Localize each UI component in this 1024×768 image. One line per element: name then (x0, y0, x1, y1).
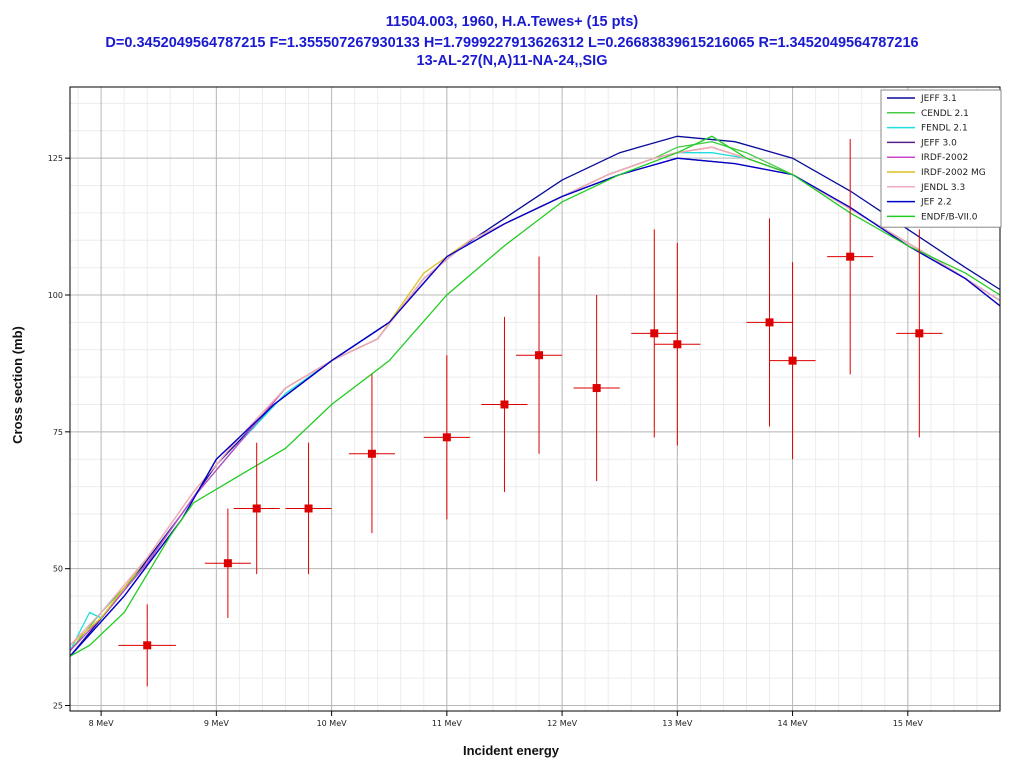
legend-label: FENDL 2.1 (921, 124, 968, 134)
y-axis-label: Cross section (mb) (10, 326, 25, 444)
x-tick-label: 8 MeV (89, 719, 114, 728)
x-tick-label: 15 MeV (893, 719, 924, 728)
legend-label: ENDF/B-VII.0 (921, 212, 978, 222)
exp-data-point (143, 641, 152, 650)
legend-label: CENDL 2.1 (921, 109, 969, 119)
plot-frame (69, 86, 1001, 712)
series-lines (69, 135, 1001, 657)
legend-label: IRDF-2002 (921, 153, 968, 163)
exp-data-point (915, 329, 924, 338)
chart-subtitle: D=0.3452049564787215 F=1.355507267930133… (105, 35, 919, 51)
x-tick-label: 13 MeV (662, 719, 693, 728)
exp-data-point (535, 351, 544, 360)
chart-reaction-label: 13-AL-27(N,A)11-NA-24,,SIG (416, 53, 608, 69)
exp-data-point (673, 340, 682, 349)
x-tick-label: 9 MeV (204, 719, 229, 728)
y-tick-label: 75 (53, 428, 63, 437)
series-line-jeff-3-0 (69, 157, 1001, 657)
legend-label: JEFF 3.1 (920, 94, 957, 104)
series-line-endf-b-vii-0 (69, 135, 1001, 657)
y-tick-label: 100 (48, 291, 63, 300)
legend-label: JEF 2.2 (920, 198, 952, 208)
x-tick-label: 11 MeV (432, 719, 463, 728)
x-tick-label: 10 MeV (317, 719, 348, 728)
series-line-fendl-2-1 (69, 152, 1001, 652)
axes: 8 MeV 9 MeV 10 MeV 11 MeV 12 MeV 13 MeV 14 MeV… (48, 154, 924, 728)
exp-data-point (846, 252, 855, 261)
exp-data-point (252, 504, 261, 513)
x-tick-label: 14 MeV (778, 719, 809, 728)
x-tick-label: 12 MeV (547, 719, 578, 728)
x-axis-label: Incident energy (463, 743, 560, 758)
exp-data-point (304, 504, 313, 513)
exp-data-point (592, 384, 601, 393)
exp-data-point (500, 400, 509, 409)
y-tick-label: 125 (48, 154, 63, 163)
legend-label: JENDL 3.3 (920, 183, 965, 193)
exp-data-point (367, 449, 376, 458)
y-tick-label: 25 (53, 702, 63, 711)
legend-label: JEFF 3.0 (920, 138, 957, 148)
exp-data-point (650, 329, 659, 338)
series-line-jeff-3-1 (69, 135, 1001, 657)
exp-data-point (788, 356, 797, 365)
series-line-jef-2-2 (69, 157, 1001, 657)
grid (70, 87, 1001, 711)
experimental-data (118, 139, 943, 687)
exp-data-point (223, 559, 232, 568)
chart-title: 11504.003, 1960, H.A.Tewes+ (15 pts) (385, 14, 639, 30)
legend-label: IRDF-2002 MG (921, 168, 986, 178)
y-tick-label: 50 (53, 565, 63, 574)
exp-data-point (442, 433, 451, 442)
legend: JEFF 3.1 CENDL 2.1 FENDL 2.1 JEFF 3.0 IRDF-2… (880, 89, 1002, 228)
exp-data-point (765, 318, 774, 327)
